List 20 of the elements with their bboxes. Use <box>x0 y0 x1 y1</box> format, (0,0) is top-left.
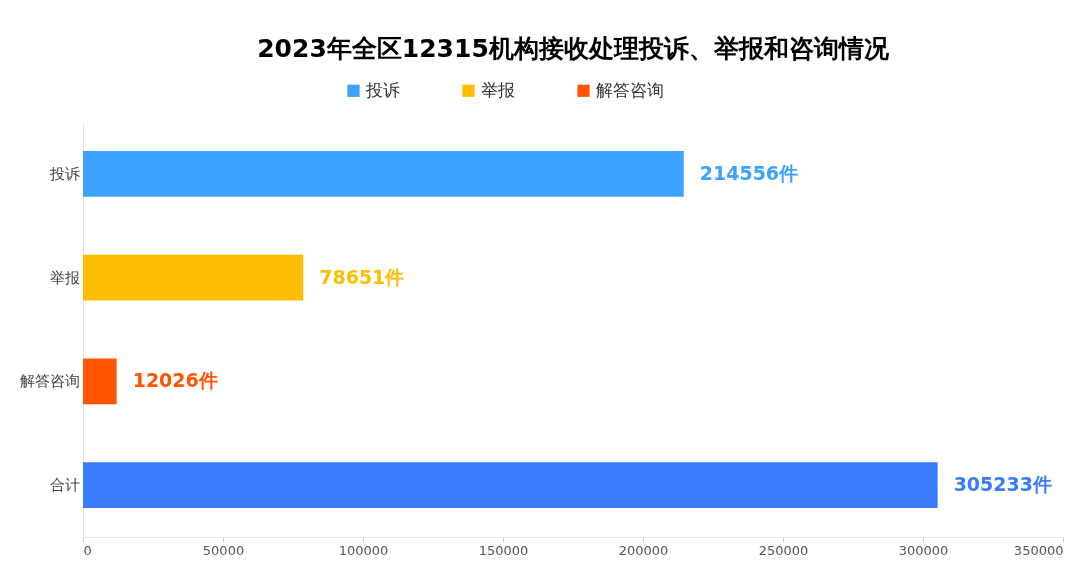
x-tick-label: 200000 <box>618 542 669 558</box>
data-label: 214556件 <box>699 161 799 184</box>
data-label: 305233件 <box>953 473 1052 496</box>
y-tick-label: 投诉 <box>48 164 80 183</box>
x-tick-label: 50000 <box>202 542 245 558</box>
x-tick-label: 300000 <box>898 542 949 558</box>
y-tick-label: 合计 <box>49 476 80 495</box>
y-tick-label: 举报 <box>49 268 80 287</box>
data-label: 12026件 <box>132 369 218 392</box>
legend-label: 投诉 <box>365 79 400 100</box>
x-tick-label: 250000 <box>758 542 809 558</box>
chart-title: 2023年全区12315机构接收处理投诉、举报和咨询情况 <box>257 34 890 63</box>
x-tick-label: 100000 <box>338 542 389 558</box>
legend-label: 解答咨询 <box>596 79 664 100</box>
legend-label: 举报 <box>481 79 515 100</box>
y-tick-label: 解答咨询 <box>19 372 80 391</box>
x-tick-label: 0 <box>83 542 92 558</box>
x-tick-label: 150000 <box>478 542 529 558</box>
data-label: 78651件 <box>319 265 405 288</box>
x-tick-label: 350000 <box>1013 542 1064 558</box>
